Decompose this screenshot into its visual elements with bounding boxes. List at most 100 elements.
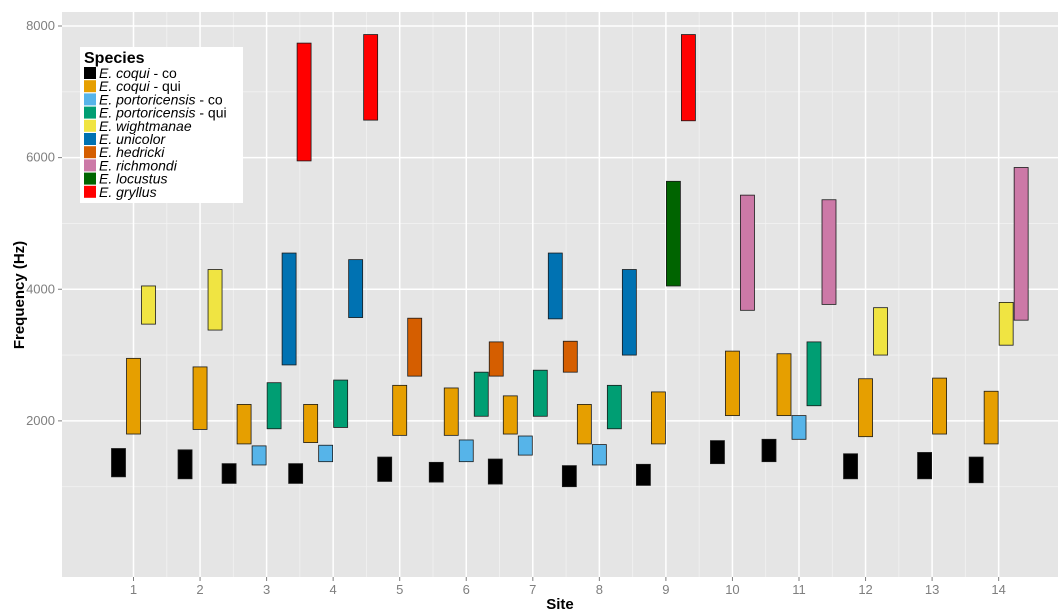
range-bar — [303, 404, 319, 443]
legend-label: E. richmondi — [99, 157, 178, 173]
x-tick-label: 12 — [858, 582, 872, 597]
range-bar — [111, 448, 126, 478]
legend-label: E. coqui - qui — [99, 78, 181, 94]
legend-swatch — [84, 119, 96, 132]
range-bar — [141, 285, 156, 325]
range-bar — [333, 379, 349, 428]
range-bar — [377, 456, 393, 482]
range-bar — [710, 440, 725, 465]
legend-swatch — [84, 106, 96, 119]
range-bar — [392, 384, 408, 436]
legend-label: E. unicolor — [99, 131, 166, 147]
y-axis-ticks: 2000 4000 6000 8000 — [26, 18, 62, 428]
range-bar — [666, 180, 681, 287]
range-bar — [236, 404, 252, 445]
range-bar — [221, 463, 237, 484]
x-tick-label: 2 — [196, 582, 203, 597]
range-bar — [251, 445, 267, 466]
major-grid — [62, 12, 1058, 577]
range-bar — [821, 199, 837, 305]
x-tick-label: 10 — [725, 582, 739, 597]
range-bar — [562, 340, 578, 373]
range-bar — [532, 369, 548, 417]
range-bar — [318, 444, 334, 463]
range-bar — [917, 452, 932, 480]
legend-label: E. portoricensis - co — [99, 91, 223, 107]
range-bar — [998, 302, 1014, 346]
legend-box — [80, 47, 243, 203]
legend-label: E. locustus — [99, 171, 167, 187]
y-tick-label: 8000 — [26, 18, 55, 33]
x-tick-label: 8 — [596, 582, 603, 597]
range-bar — [407, 317, 423, 377]
range-bar — [126, 357, 141, 435]
legend-swatch — [84, 185, 96, 198]
range-bar — [576, 404, 592, 445]
legend-label: E. hedricki — [99, 144, 165, 160]
range-bar — [517, 435, 533, 456]
range-bar — [443, 387, 459, 436]
x-tick-label: 5 — [396, 582, 403, 597]
x-tick-label: 4 — [330, 582, 337, 597]
y-tick-label: 4000 — [26, 281, 55, 296]
x-axis-title: Site — [546, 596, 574, 612]
x-tick-label: 9 — [662, 582, 669, 597]
range-bar — [983, 390, 999, 445]
legend-label: E. portoricensis - qui — [99, 105, 227, 121]
range-bar — [932, 377, 947, 435]
range-bar — [547, 252, 563, 320]
legend-label: E. wightmanae — [99, 118, 192, 134]
x-tick-label: 13 — [925, 582, 939, 597]
range-bar — [681, 34, 696, 122]
range-bar — [458, 439, 474, 463]
legend-title: Species — [84, 50, 145, 67]
legend-swatch — [84, 67, 96, 79]
x-tick-label: 1 — [130, 582, 137, 597]
range-bar — [363, 34, 379, 121]
x-tick-label: 6 — [463, 582, 470, 597]
range-bar — [725, 350, 740, 417]
range-bar — [968, 456, 984, 484]
legend-swatch — [84, 159, 96, 172]
range-bar — [843, 453, 858, 480]
range-bar — [651, 391, 666, 445]
range-bar — [296, 42, 312, 162]
legend-swatch — [84, 172, 96, 185]
range-bar — [266, 382, 282, 430]
range-bar — [791, 415, 807, 440]
range-bar — [192, 366, 208, 430]
range-bar — [177, 449, 193, 480]
x-tick-label: 3 — [263, 582, 270, 597]
range-bar — [858, 378, 873, 438]
y-axis-title: Frequency (Hz) — [11, 241, 28, 349]
legend-swatch — [84, 146, 96, 159]
range-bar — [621, 269, 637, 356]
y-tick-label: 2000 — [26, 413, 55, 428]
range-bar — [502, 395, 518, 435]
range-bar — [806, 341, 822, 407]
range-bar — [348, 259, 364, 318]
range-bar — [288, 463, 304, 484]
range-bar — [740, 194, 755, 311]
legend-label: E. gryllus — [99, 184, 157, 200]
range-bar — [776, 353, 792, 417]
x-axis-ticks: 1 2 3 4 5 6 7 8 9 10 11 12 13 14 — [130, 577, 1006, 597]
y-tick-label: 6000 — [26, 150, 55, 165]
range-bar — [591, 444, 607, 466]
legend-label: E. coqui - co — [99, 65, 177, 81]
range-bar — [873, 307, 888, 356]
legend-swatch — [84, 133, 96, 145]
legend-swatch — [84, 80, 96, 93]
range-bar — [606, 384, 622, 430]
range-bar — [488, 341, 504, 377]
range-bar — [636, 463, 651, 486]
range-bar — [428, 461, 444, 483]
range-bar — [1013, 167, 1029, 321]
range-bar — [207, 269, 223, 331]
range-bar — [487, 458, 503, 485]
x-tick-label: 7 — [529, 582, 536, 597]
x-tick-label: 14 — [991, 582, 1005, 597]
